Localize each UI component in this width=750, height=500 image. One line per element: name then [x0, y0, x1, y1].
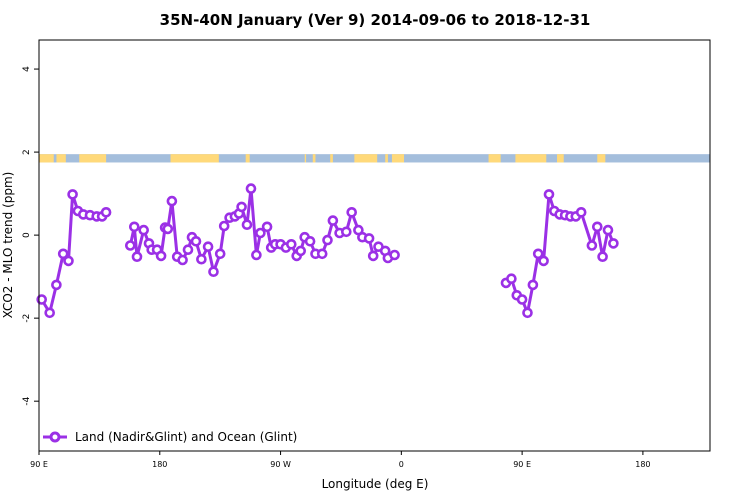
- data-point: [155, 250, 167, 262]
- data-point: [285, 239, 297, 250]
- legend-label: Land (Nadir&Glint) and Ocean (Glint): [75, 430, 297, 444]
- y-tick-label: 0: [22, 232, 32, 238]
- x-tick-label: 0: [399, 460, 404, 469]
- data-point: [245, 183, 257, 194]
- land-segment: [515, 154, 547, 163]
- data-point: [602, 224, 614, 236]
- data-point: [208, 266, 219, 278]
- data-point: [100, 207, 112, 218]
- data-point: [138, 224, 149, 236]
- data-point: [125, 240, 136, 251]
- data-point: [166, 195, 178, 207]
- x-tick-label: 90 E: [513, 460, 531, 469]
- data-point: [389, 249, 400, 261]
- data-point: [255, 227, 266, 239]
- land-segment: [39, 154, 54, 163]
- y-tick-label: 2: [22, 149, 32, 155]
- data-point: [67, 189, 78, 200]
- y-tick-label: -2: [22, 314, 32, 323]
- y-axis-label: XCO2 - MLO trend (ppm): [1, 172, 15, 319]
- land-segment: [391, 154, 405, 163]
- data-point: [51, 279, 62, 291]
- data-point: [522, 307, 533, 319]
- land-segment: [385, 154, 388, 163]
- plot-frame: [38, 39, 711, 452]
- data-point: [202, 241, 214, 252]
- data-point: [251, 249, 262, 261]
- x-tick-label: 180: [635, 460, 650, 469]
- data-point: [190, 236, 202, 247]
- data-point: [575, 207, 587, 218]
- land-segment: [354, 154, 378, 163]
- data-point: [304, 236, 316, 247]
- land-segment: [245, 154, 250, 163]
- data-point: [218, 220, 230, 232]
- data-point: [316, 248, 328, 260]
- data-point: [241, 219, 253, 230]
- data-point: [340, 226, 352, 238]
- series-layer: [36, 183, 619, 319]
- data-point: [322, 234, 333, 246]
- data-point: [129, 221, 140, 233]
- land-segment: [56, 154, 66, 163]
- data-point: [131, 251, 143, 263]
- y-tick-label: -4: [22, 396, 32, 405]
- land-segment: [330, 154, 333, 163]
- x-axis-label: Longitude (deg E): [322, 477, 429, 491]
- x-tick-label: 90 E: [30, 460, 48, 469]
- data-point: [543, 189, 555, 200]
- data-point: [327, 215, 339, 226]
- land-segment: [488, 154, 501, 163]
- land-segment: [170, 154, 219, 163]
- land-ocean-strip: [39, 154, 710, 163]
- data-point: [44, 307, 56, 319]
- land-segment: [312, 154, 316, 163]
- data-point: [57, 248, 69, 260]
- data-point: [527, 279, 539, 291]
- data-point: [63, 255, 74, 267]
- data-point: [516, 294, 528, 305]
- data-point: [367, 250, 379, 262]
- land-segment: [304, 154, 307, 163]
- legend: Land (Nadir&Glint) and Ocean (Glint): [43, 430, 297, 444]
- legend-marker: [49, 431, 61, 443]
- x-tick-label: 90 W: [270, 460, 291, 469]
- data-point: [346, 207, 358, 218]
- data-point: [532, 248, 544, 260]
- data-point: [214, 248, 226, 260]
- x-tick-label: 180: [152, 460, 167, 469]
- data-point: [586, 240, 598, 251]
- data-point: [506, 273, 517, 285]
- y-tick-label: 4: [22, 66, 32, 72]
- data-point: [295, 245, 307, 257]
- land-segment: [79, 154, 107, 163]
- land-segment: [557, 154, 564, 163]
- data-point: [591, 221, 603, 233]
- data-point: [608, 238, 619, 249]
- data-point: [236, 201, 247, 213]
- data-point: [261, 221, 273, 233]
- data-point: [36, 294, 48, 305]
- data-point: [538, 255, 549, 267]
- axis-layer: -4 -2 0 2 4 90 E 180 90 W 0 90 E 180: [22, 66, 651, 469]
- data-point: [363, 233, 375, 244]
- data-point: [162, 223, 174, 235]
- data-point: [182, 244, 194, 255]
- data-point: [177, 254, 188, 266]
- chart-title: 35N-40N January (Ver 9) 2014-09-06 to 20…: [160, 11, 591, 29]
- land-segment: [597, 154, 606, 163]
- data-point: [196, 253, 207, 265]
- data-point: [597, 251, 608, 263]
